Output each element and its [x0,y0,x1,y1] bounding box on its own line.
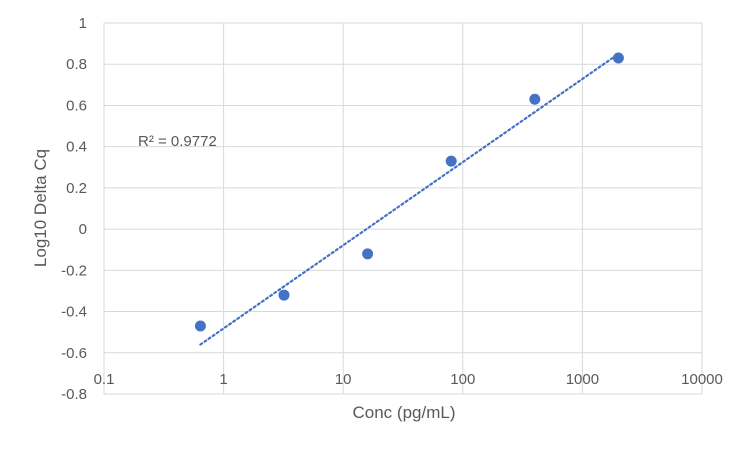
y-tick-label: 1 [79,15,87,32]
x-tick-label: 10000 [681,371,723,388]
trendline [199,52,620,346]
tick-labels: -0.8 -0.6 -0.4 -0.2 0 0.2 0.4 0.6 0.8 1 0.1 1 10 100 1… [61,15,723,403]
x-tick-label: 1000 [566,371,599,388]
y-tick-label: -0.4 [61,304,87,321]
y-tick-label: 0.8 [66,56,87,73]
trendline-layer [199,52,620,346]
x-tick-label: 1 [219,371,227,388]
y-tick-label: 0.4 [66,139,87,156]
y-tick-label: -0.8 [61,386,87,403]
x-axis-title: Conc (pg/mL) [353,403,456,422]
r-squared-annotation: R² = 0.9772 [138,133,217,150]
x-tick-label: 10 [335,371,352,388]
y-axis-title: Log10 Delta Cq [31,149,50,267]
data-point [612,52,624,64]
y-tick-label: -0.6 [61,345,87,362]
y-tick-label: 0 [79,221,87,238]
data-points [194,52,624,332]
data-point [529,93,541,105]
data-point [278,289,290,301]
data-point [362,248,374,260]
gridlines [103,22,703,395]
y-tick-label: 0.6 [66,97,87,114]
y-tick-label: 0.2 [66,180,87,197]
x-tick-label: 100 [450,371,475,388]
x-tick-label: 0.1 [94,371,115,388]
data-point [194,320,206,332]
y-tick-label: -0.2 [61,262,87,279]
data-point [445,155,457,167]
